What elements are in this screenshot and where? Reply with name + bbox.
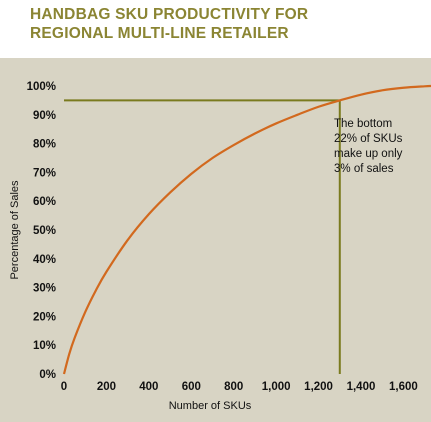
cumulative-sales-curve [62,84,431,375]
y-tick-label: 70% [33,167,56,179]
y-tick-label: 90% [33,110,56,122]
chart-title-line-2: REGIONAL MULTI-LINE RETAILER [30,25,289,42]
x-tick-label: 1,400 [347,381,376,393]
chart-title-line-1: HANDBAG SKU PRODUCTIVITY FOR [30,6,309,23]
y-tick-label: 60% [33,196,56,208]
x-tick-label: 1,200 [304,381,333,393]
y-tick-label: 100% [27,81,56,93]
y-axis-label: Percentage of Sales [9,180,21,280]
x-tick-label: 600 [182,381,201,393]
x-tick-label: 200 [97,381,116,393]
x-tick-label: 800 [224,381,243,393]
x-tick-label: 1,000 [262,381,291,393]
annotation-line: make up only [334,148,403,160]
annotation-line: The bottom [334,118,392,130]
annotation-line: 22% of SKUs [334,133,403,145]
y-tick-label: 30% [33,283,56,295]
y-tick-label: 0% [39,369,56,381]
chart-header: HANDBAG SKU PRODUCTIVITY FOR REGIONAL MU… [0,0,431,58]
y-tick-label: 50% [33,225,56,237]
y-tick-label: 10% [33,340,56,352]
annotation-line: 3% of sales [334,163,394,175]
x-tick-label: 0 [61,381,67,393]
y-tick-label: 40% [33,254,56,266]
x-axis-label: Number of SKUs [169,400,252,412]
x-tick-label: 400 [139,381,158,393]
y-tick-label: 20% [33,311,56,323]
x-tick-label: 1,600 [389,381,418,393]
y-tick-label: 80% [33,139,56,151]
